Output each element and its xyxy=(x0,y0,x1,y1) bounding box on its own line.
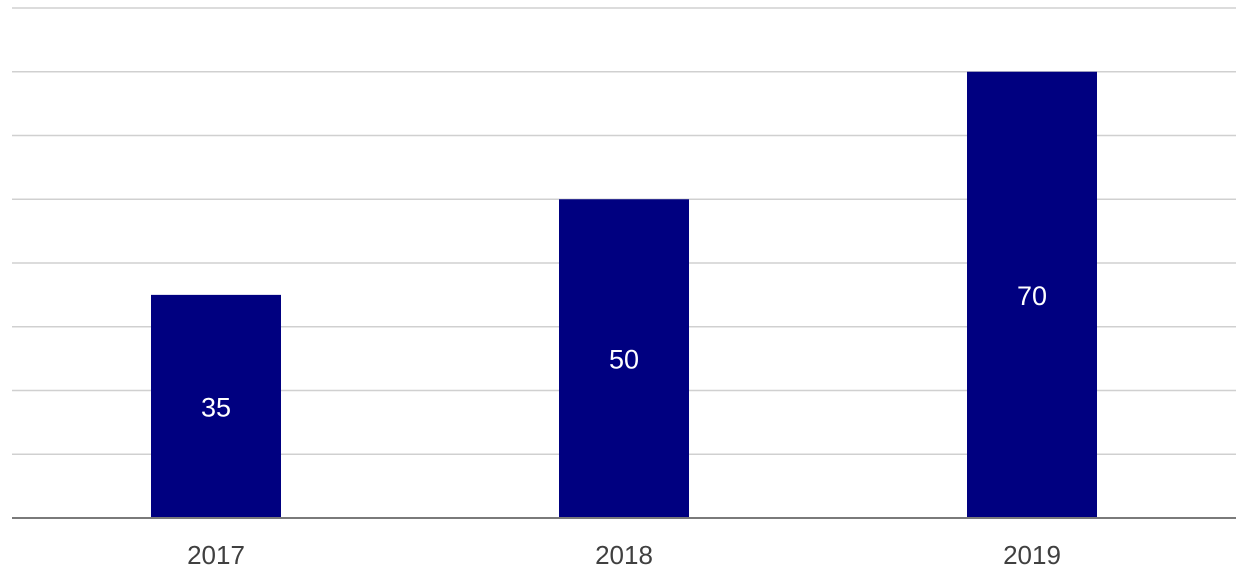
x-tick-label-2017: 2017 xyxy=(187,540,245,570)
bar-2019 xyxy=(967,71,1097,518)
bar-2017 xyxy=(151,294,281,518)
data-labels: 35 50 70 xyxy=(201,281,1047,423)
data-label-2018: 50 xyxy=(609,345,639,375)
bars xyxy=(151,71,1097,518)
x-tick-label-2019: 2019 xyxy=(1003,540,1061,570)
bar-2018 xyxy=(559,199,689,518)
data-label-2019: 70 xyxy=(1017,281,1047,311)
data-label-2017: 35 xyxy=(201,392,231,422)
x-axis-tick-labels: 2017 2018 2019 xyxy=(187,540,1061,570)
x-tick-label-2018: 2018 xyxy=(595,540,653,570)
